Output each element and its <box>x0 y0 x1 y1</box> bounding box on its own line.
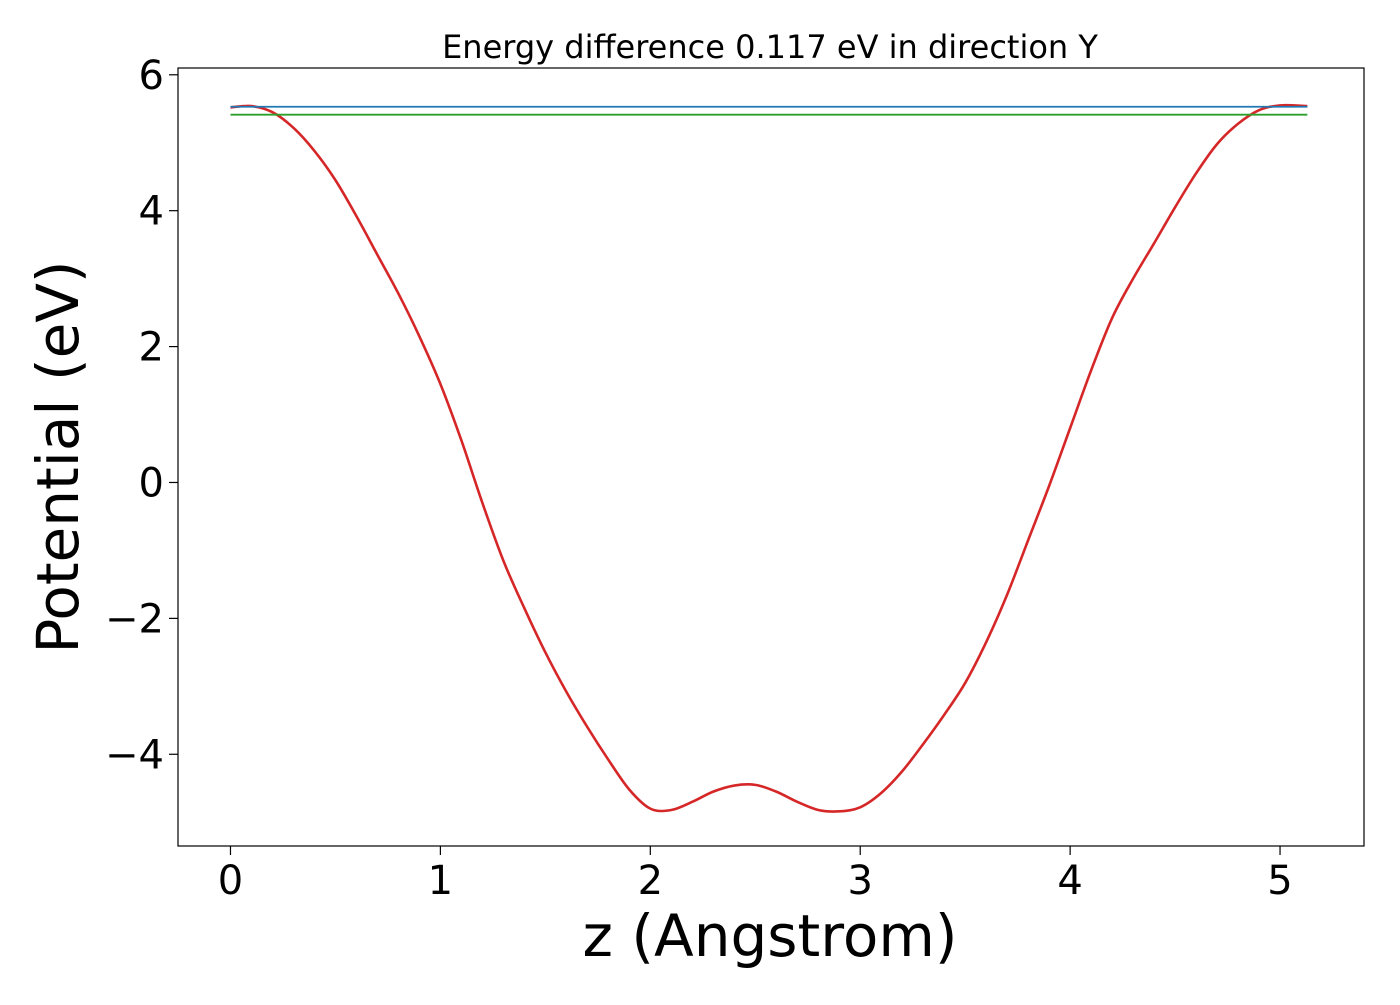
x-tick-label: 1 <box>428 858 453 904</box>
y-tick-label: 4 <box>139 189 164 235</box>
x-axis-label: z (Angstrom) <box>583 902 958 970</box>
y-tick-label: 2 <box>139 325 164 371</box>
y-tick-label: 6 <box>139 53 164 99</box>
x-tick-label: 3 <box>847 858 872 904</box>
x-tick-label: 0 <box>218 858 243 904</box>
x-tick-label: 5 <box>1267 858 1292 904</box>
y-tick-label: 0 <box>139 460 164 506</box>
series-line-0 <box>230 103 1308 813</box>
x-axis: 0 1 2 3 4 5 <box>218 846 1293 904</box>
chart-title: Energy difference 0.117 eV in direction … <box>442 28 1098 66</box>
x-tick-label: 2 <box>638 858 663 904</box>
y-axis-label: Potential (eV) <box>24 260 92 653</box>
x-tick-label: 4 <box>1057 858 1082 904</box>
y-axis: −4 −2 0 2 4 6 <box>105 53 178 778</box>
y-tick-label: −2 <box>105 596 164 642</box>
plot-lines <box>230 103 1308 813</box>
y-tick-label: −4 <box>105 732 164 778</box>
plot-frame <box>177 67 1365 847</box>
